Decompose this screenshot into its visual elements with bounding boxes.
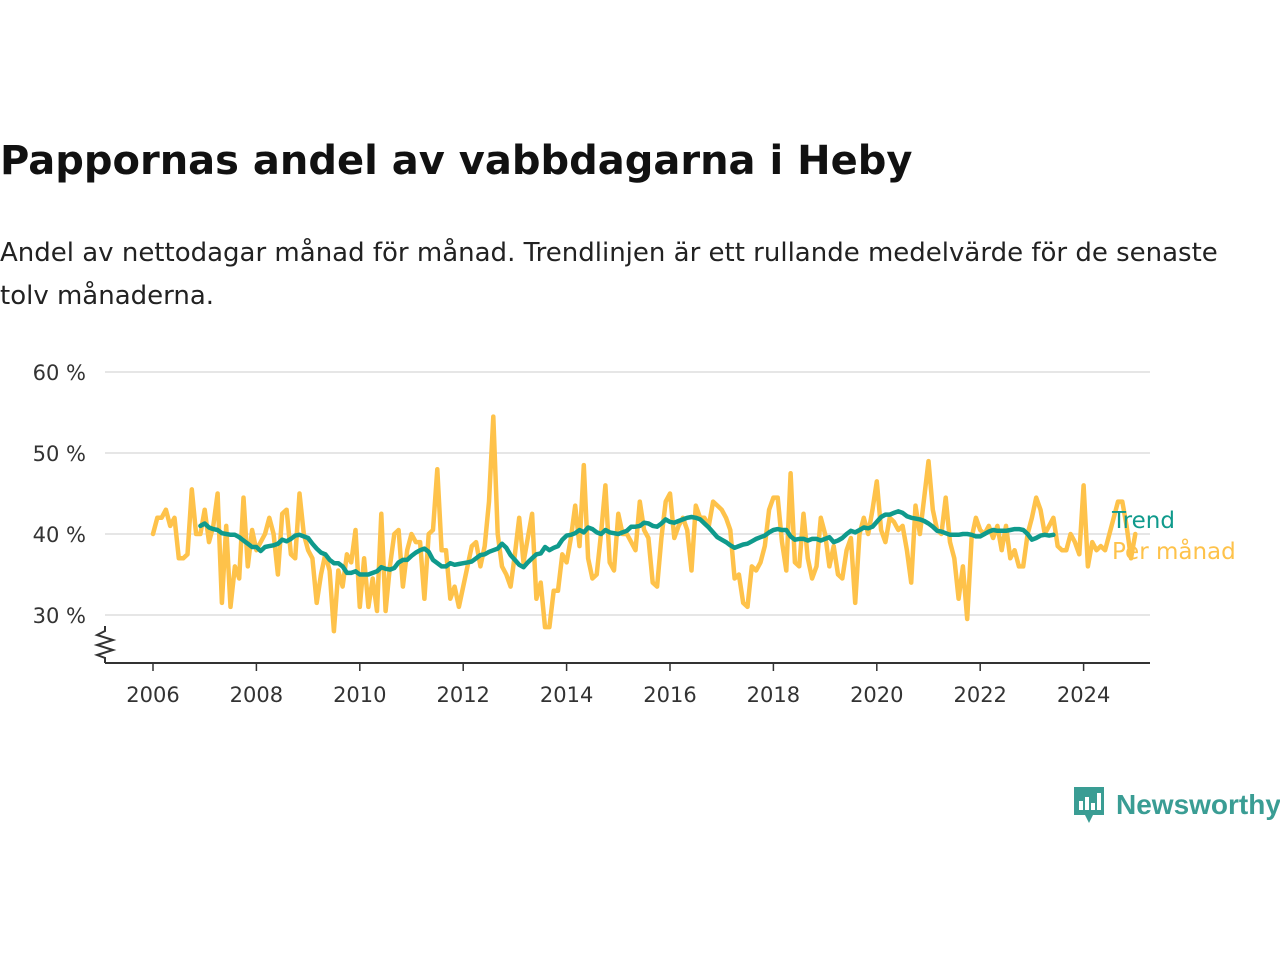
- x-tick-label: 2020: [850, 683, 903, 707]
- trend-series-line: [198, 509, 1056, 577]
- y-axis-labels: 30 % 40 % 50 % 60 %: [33, 361, 86, 628]
- x-tick-label: 2010: [333, 683, 386, 707]
- x-tick-label: 2006: [126, 683, 179, 707]
- brand-logo: Newsworthy: [1072, 785, 1280, 825]
- legend-label-per-manad: Per månad: [1112, 537, 1236, 565]
- y-tick-label: 40 %: [33, 523, 86, 547]
- y-tick-label: 50 %: [33, 442, 86, 466]
- y-tick-label: 30 %: [33, 604, 86, 628]
- x-axis: 2006 2008 2010 2012 2014 2016 2018 2020 2022 2024: [93, 626, 1150, 707]
- chart-subtitle: Andel av nettodagar månad för månad. Tre…: [0, 238, 1218, 311]
- brand-name: Newsworthy: [1116, 789, 1280, 820]
- x-tick-label: 2018: [747, 683, 800, 707]
- series-lines: [150, 414, 1138, 634]
- x-tick-label: 2014: [540, 683, 593, 707]
- legend: Trend Per månad: [1111, 508, 1236, 565]
- legend-label-trend: Trend: [1111, 508, 1175, 534]
- y-tick-label: 60 %: [33, 361, 86, 385]
- newsworthy-logo-icon: [1074, 787, 1104, 823]
- x-tick-label: 2022: [953, 683, 1006, 707]
- axis-break-icon: [93, 626, 117, 663]
- x-tick-label: 2012: [436, 683, 489, 707]
- gridlines: [105, 371, 1150, 616]
- chart-title: Pappornas andel av vabbdagarna i Heby: [0, 138, 913, 184]
- x-tick-label: 2008: [230, 683, 283, 707]
- x-tick-label: 2016: [643, 683, 696, 707]
- monthly-series-line: [150, 414, 1138, 634]
- x-tick-label: 2024: [1057, 683, 1110, 707]
